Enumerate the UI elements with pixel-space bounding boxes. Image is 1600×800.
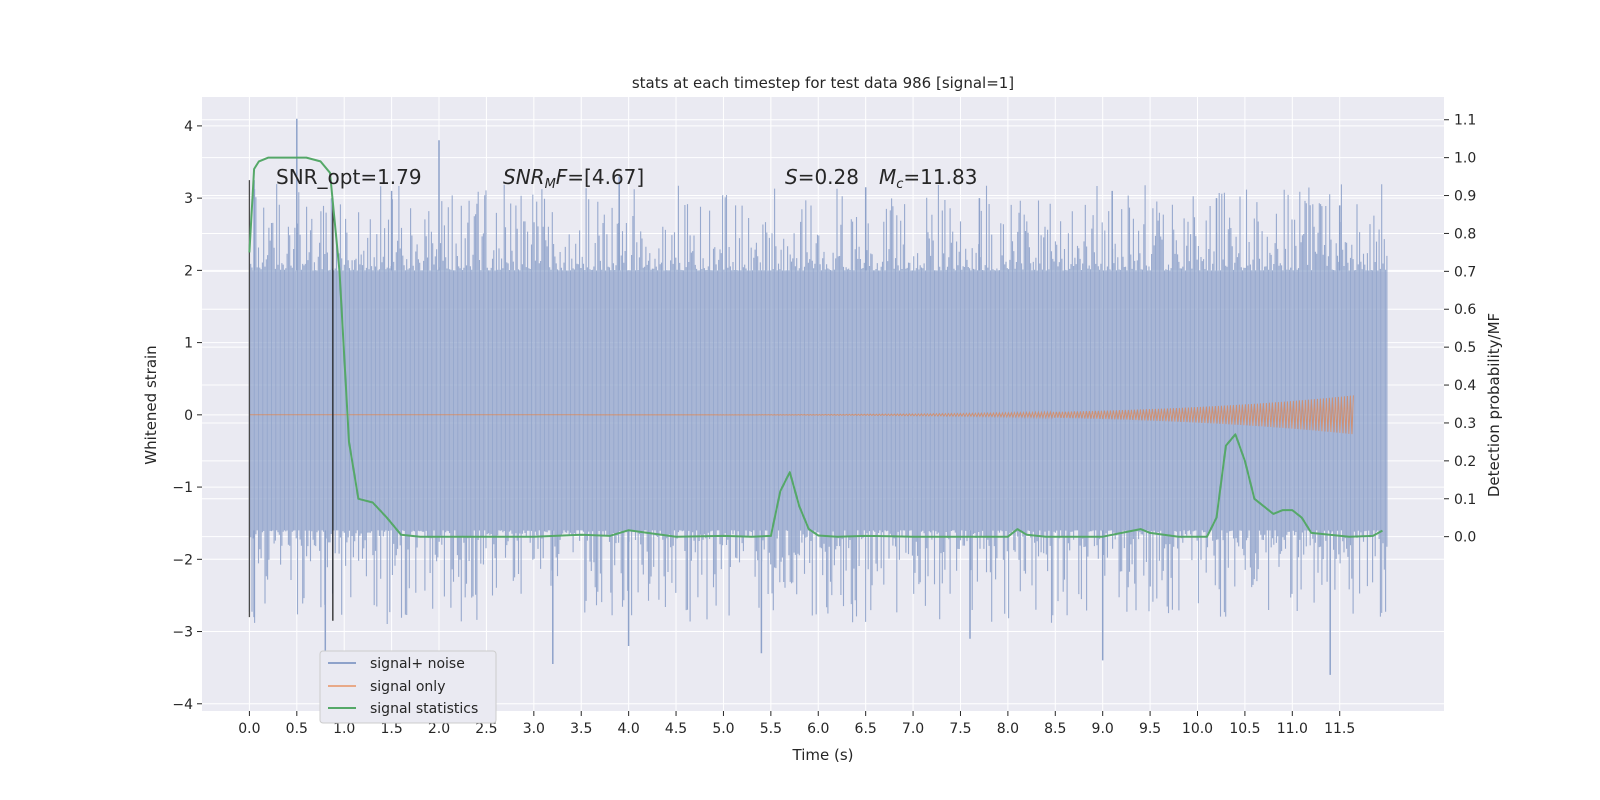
y2-tick-label: 0.6 [1454,302,1476,318]
x-tick-label: 11.5 [1324,721,1355,737]
x-tick-label: 7.5 [949,721,971,737]
x-tick-label: 10.5 [1229,721,1260,737]
x-tick-label: 2.5 [475,721,497,737]
annotation-snr-mf: SNRMF=[4.67] [503,165,644,192]
x-tick-label: 5.5 [760,721,782,737]
y-axis-label: Whitened strain [142,345,160,464]
x-tick-label: 9.5 [1139,721,1161,737]
y-tick-label: −4 [172,697,193,713]
y-tick-label: 1 [184,336,193,352]
y2-tick-label: 0.7 [1454,264,1476,280]
signal-trace [249,395,1354,435]
marker-lines [248,180,334,621]
x-tick-label: 8.5 [1044,721,1066,737]
x-tick-label: 11.0 [1277,721,1308,737]
y-tick-label: 4 [184,119,193,135]
x-tick-label: 4.5 [665,721,687,737]
series-signal-only [249,395,1354,435]
series-signal-statistics [248,156,1383,538]
x-tick-label: 4.0 [618,721,640,737]
annotation-snr-opt: SNR_opt=1.79 [276,165,422,189]
x-tick-label: 7.0 [902,721,924,737]
y-tick-label: −2 [172,552,193,568]
axis-ticks: 0.0 0.5 1.0 1.5 2.0 2.5 3.0 3.5 4.0 4.5 5.0 5.5 6.0 6… [172,113,1476,737]
x-axis-label: Time (s) [792,746,854,764]
y2-tick-label: 0.9 [1454,189,1476,205]
x-tick-label: 6.0 [807,721,829,737]
y2-tick-label: 1.0 [1454,151,1476,167]
y-tick-label: −3 [172,625,193,641]
y2-tick-label: 0.1 [1454,492,1476,508]
x-tick-label: 0.0 [238,721,260,737]
x-tick-label: 1.0 [333,721,355,737]
legend: signal+ noise signal only signal statist… [319,650,497,724]
y-tick-label: 2 [184,263,193,279]
y2-tick-label: 0.0 [1454,530,1476,546]
y-tick-label: −1 [172,480,193,496]
legend-label-signal-plus-noise: signal+ noise [370,656,465,672]
y-tick-label: 0 [184,408,193,424]
noise-extremes [253,118,1341,675]
legend-box [319,650,497,724]
y2-tick-label: 1.1 [1454,113,1476,129]
annotation-s: S=0.28 [785,165,859,189]
x-tick-label: 8.0 [997,721,1019,737]
legend-label-signal-statistics: signal statistics [370,701,478,717]
y2-tick-label: 0.4 [1454,378,1476,394]
y2-axis-label: Detection probability/MF [1485,313,1503,497]
x-tick-label: 2.0 [428,721,450,737]
x-tick-label: 6.5 [855,721,877,737]
y2-tick-label: 0.3 [1454,416,1476,432]
y2-tick-label: 0.8 [1454,226,1476,242]
y2-tick-label: 0.5 [1454,340,1476,356]
y2-tick-label: 0.2 [1454,454,1476,470]
x-tick-label: 9.0 [1092,721,1114,737]
x-tick-label: 10.0 [1182,721,1213,737]
x-tick-label: 5.0 [712,721,734,737]
x-tick-label: 1.5 [380,721,402,737]
statistics-line [248,156,1383,538]
annotations: SNR_opt=1.79 SNRMF=[4.67] S=0.28 Mc=11.8… [276,165,977,192]
chart-title: stats at each timestep for test data 986… [632,74,1014,92]
annotation-mc: Mc=11.83 [879,165,977,192]
x-tick-label: 3.0 [523,721,545,737]
x-tick-label: 3.5 [570,721,592,737]
legend-label-signal-only: signal only [370,679,445,695]
x-tick-label: 0.5 [286,721,308,737]
y-tick-label: 3 [184,191,193,207]
